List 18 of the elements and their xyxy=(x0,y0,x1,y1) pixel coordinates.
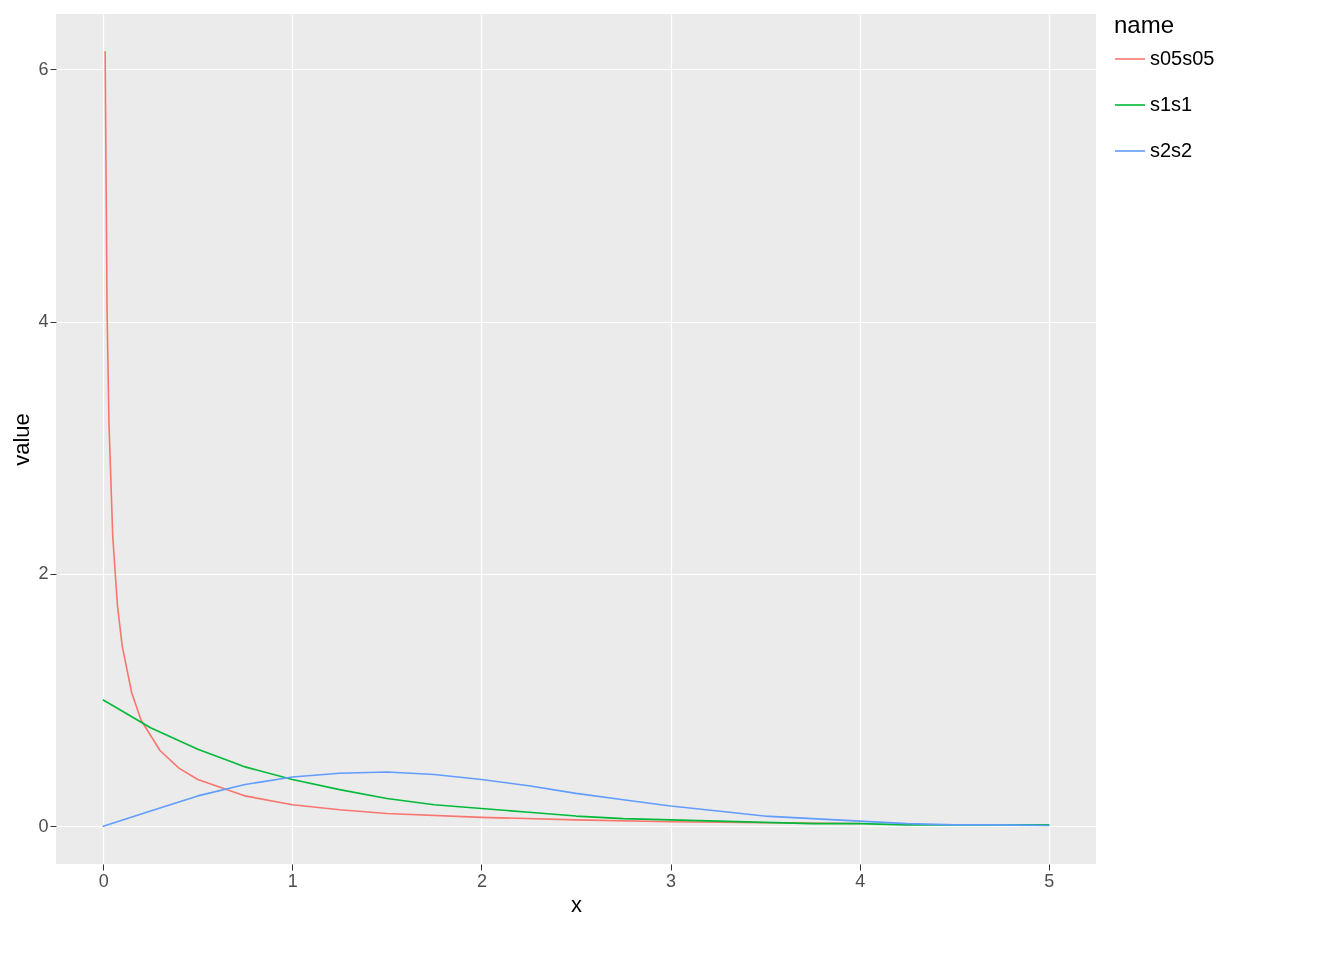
legend-title: name xyxy=(1114,11,1175,38)
legend-label: s2s2 xyxy=(1150,139,1193,161)
line-series xyxy=(102,771,1050,827)
y-tick-label: 6 xyxy=(38,58,49,79)
legend-label: s1s1 xyxy=(1150,93,1193,115)
legend-label: s05s05 xyxy=(1150,47,1215,69)
x-tick-label: 2 xyxy=(476,870,487,891)
y-tick-label: 4 xyxy=(38,311,49,332)
y-tick-label: 2 xyxy=(38,563,49,584)
x-tick-label: 1 xyxy=(287,870,298,891)
x-tick-label: 5 xyxy=(1044,870,1055,891)
line-series xyxy=(102,699,1050,826)
x-tick-label: 4 xyxy=(855,870,866,891)
y-tick-label: 0 xyxy=(38,815,49,836)
x-tick-label: 0 xyxy=(98,870,109,891)
y-axis-title: value xyxy=(9,413,35,466)
x-axis-title: x xyxy=(571,891,582,917)
x-tick-label: 3 xyxy=(666,870,677,891)
